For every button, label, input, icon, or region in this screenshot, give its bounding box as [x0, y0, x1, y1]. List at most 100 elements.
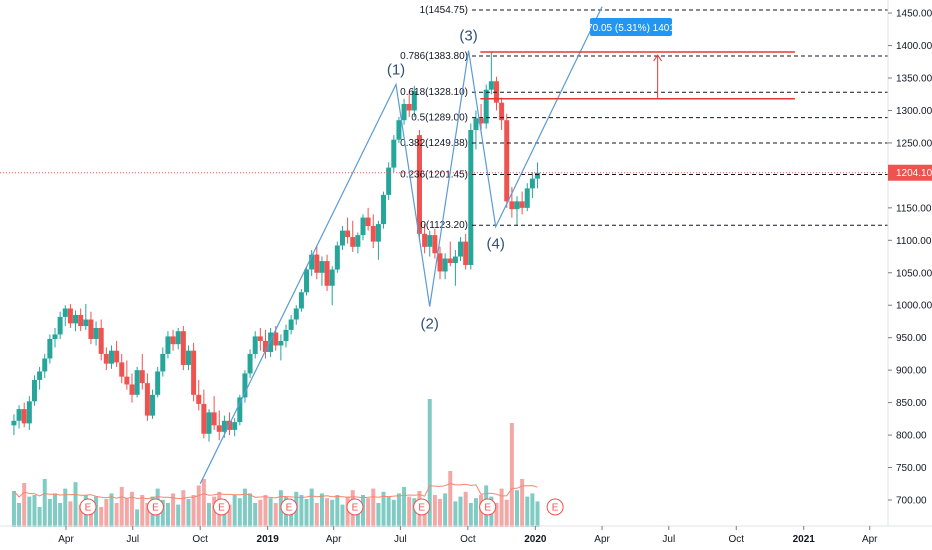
- candle-body: [216, 425, 222, 432]
- earnings-icon: [212, 498, 230, 516]
- candle-body: [196, 394, 202, 404]
- volume-bar: [11, 491, 16, 527]
- candle-body: [16, 409, 22, 421]
- wave-label: (2): [421, 316, 439, 333]
- earnings-icon-label: E: [286, 503, 293, 514]
- candle-body: [483, 89, 489, 124]
- earnings-icon: [413, 498, 431, 516]
- x-tick-label: Oct: [192, 534, 208, 545]
- volume-bar: [340, 504, 345, 527]
- earnings-icon: [79, 498, 97, 516]
- earnings-icon: [346, 498, 364, 516]
- volume-bar: [94, 496, 99, 527]
- candle-body: [375, 224, 381, 242]
- volume-bar: [273, 503, 278, 527]
- candle-body: [124, 376, 130, 385]
- candle-body: [370, 226, 376, 242]
- candle-body: [257, 336, 263, 341]
- candlesticks: [11, 52, 541, 442]
- candle-body: [108, 350, 114, 364]
- volume-bar: [109, 493, 114, 527]
- candle-body: [411, 90, 417, 111]
- candle-body: [37, 371, 43, 380]
- volume-bar: [422, 504, 427, 527]
- candle-body: [67, 308, 73, 324]
- candle-body: [298, 292, 304, 309]
- volume-bar: [304, 499, 309, 527]
- volume-bar: [68, 501, 73, 527]
- volume-bar: [530, 493, 535, 527]
- candle-body: [442, 258, 448, 272]
- candle-body: [488, 81, 494, 90]
- earnings-icon: [479, 498, 497, 516]
- candle-body: [509, 201, 515, 210]
- target-badge: [590, 18, 672, 36]
- last-price-label: 1204.10: [896, 168, 932, 179]
- volume-bar: [58, 503, 63, 527]
- volume-bar: [509, 423, 514, 527]
- wave-line: [199, 6, 603, 485]
- candle-body: [365, 217, 371, 227]
- volume-bar: [253, 503, 258, 527]
- y-tick-label: 1050.00: [896, 268, 932, 279]
- candle-body: [26, 401, 32, 424]
- x-tick-label: Oct: [460, 534, 476, 545]
- volume-bar: [381, 491, 386, 527]
- volume-bar: [376, 503, 381, 527]
- volume-bar: [515, 490, 519, 527]
- volume-bar: [473, 498, 478, 527]
- fib-level-label: 0.786(1383.80): [400, 51, 468, 62]
- volume-bar: [386, 496, 391, 527]
- candle-body: [83, 319, 89, 327]
- volume-bar: [453, 501, 458, 527]
- volume-bar: [412, 498, 417, 527]
- earnings-icon-label: E: [352, 503, 359, 514]
- volume-bar: [371, 488, 376, 527]
- volume-bar: [407, 496, 412, 527]
- volume-bar: [124, 498, 129, 527]
- candle-body: [98, 327, 104, 354]
- volume-bar: [391, 499, 396, 527]
- fib-level-label: 0(1123.20): [420, 220, 468, 231]
- x-tick-label: 2019: [257, 534, 280, 545]
- volume-bar: [468, 503, 473, 527]
- candle-body: [21, 409, 27, 424]
- x-tick-label: 2020: [524, 534, 547, 545]
- y-tick-label: 1300.00: [896, 106, 932, 117]
- candle-body: [103, 353, 109, 364]
- candle-body: [381, 194, 387, 225]
- volume-bar: [119, 487, 124, 527]
- volume-bar: [237, 498, 242, 527]
- candle-body: [273, 332, 279, 346]
- y-tick-label: 750.00: [896, 463, 927, 474]
- volume-bar: [22, 483, 27, 527]
- y-tick-label: 1350.00: [896, 74, 932, 85]
- earnings-icon-label: E: [152, 503, 159, 514]
- candle-body: [62, 308, 68, 317]
- candle-body: [144, 383, 150, 416]
- candle-body: [139, 370, 145, 384]
- earnings-icon-label: E: [552, 503, 559, 514]
- candle-body: [78, 314, 84, 327]
- fib-level-label: 0.382(1249.88): [400, 138, 468, 149]
- volume-bar: [248, 493, 253, 527]
- volume-bar: [176, 504, 181, 527]
- volume-bar: [99, 507, 104, 527]
- candle-body: [324, 261, 330, 286]
- candle-body: [206, 412, 212, 434]
- candle-body: [93, 327, 99, 339]
- y-tick-label: 1000.00: [896, 301, 932, 312]
- candle-body: [386, 167, 392, 195]
- volume-bar: [242, 488, 247, 527]
- volume-bar: [504, 499, 509, 527]
- candle-body: [175, 331, 181, 345]
- candle-body: [134, 370, 140, 395]
- volume-bar: [427, 399, 432, 527]
- candle-body: [535, 172, 541, 179]
- volume-bar: [438, 499, 442, 527]
- volume-bar: [520, 479, 525, 527]
- earnings-icon: [280, 498, 298, 516]
- volume-bar: [201, 479, 206, 527]
- candle-body: [519, 201, 525, 208]
